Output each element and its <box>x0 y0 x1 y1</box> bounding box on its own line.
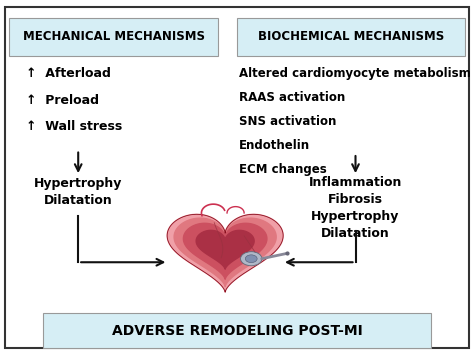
FancyBboxPatch shape <box>43 313 431 348</box>
Text: RAAS activation: RAAS activation <box>239 92 346 104</box>
Text: ECM changes: ECM changes <box>239 163 327 176</box>
Polygon shape <box>174 218 276 287</box>
Ellipse shape <box>240 252 262 266</box>
Text: ADVERSE REMODELING POST-MI: ADVERSE REMODELING POST-MI <box>111 324 363 338</box>
FancyBboxPatch shape <box>9 18 218 56</box>
Text: ↑  Wall stress: ↑ Wall stress <box>26 120 122 133</box>
Polygon shape <box>167 214 283 292</box>
FancyBboxPatch shape <box>5 7 469 348</box>
Text: ↑  Afterload: ↑ Afterload <box>26 68 111 80</box>
Text: Altered cardiomyocyte metabolism: Altered cardiomyocyte metabolism <box>239 68 471 80</box>
Text: Hypertrophy
Dilatation: Hypertrophy Dilatation <box>34 177 122 207</box>
Text: ↑  Preload: ↑ Preload <box>26 94 99 107</box>
Polygon shape <box>196 230 254 269</box>
Text: Inflammation
Fibrosis
Hypertrophy
Dilatation: Inflammation Fibrosis Hypertrophy Dilata… <box>309 176 402 240</box>
Polygon shape <box>183 223 267 279</box>
Ellipse shape <box>246 255 257 263</box>
Text: Endothelin: Endothelin <box>239 139 310 152</box>
FancyBboxPatch shape <box>237 18 465 56</box>
Text: MECHANICAL MECHANISMS: MECHANICAL MECHANISMS <box>23 31 205 43</box>
Text: BIOCHEMICAL MECHANISMS: BIOCHEMICAL MECHANISMS <box>258 31 444 43</box>
Text: SNS activation: SNS activation <box>239 115 337 128</box>
